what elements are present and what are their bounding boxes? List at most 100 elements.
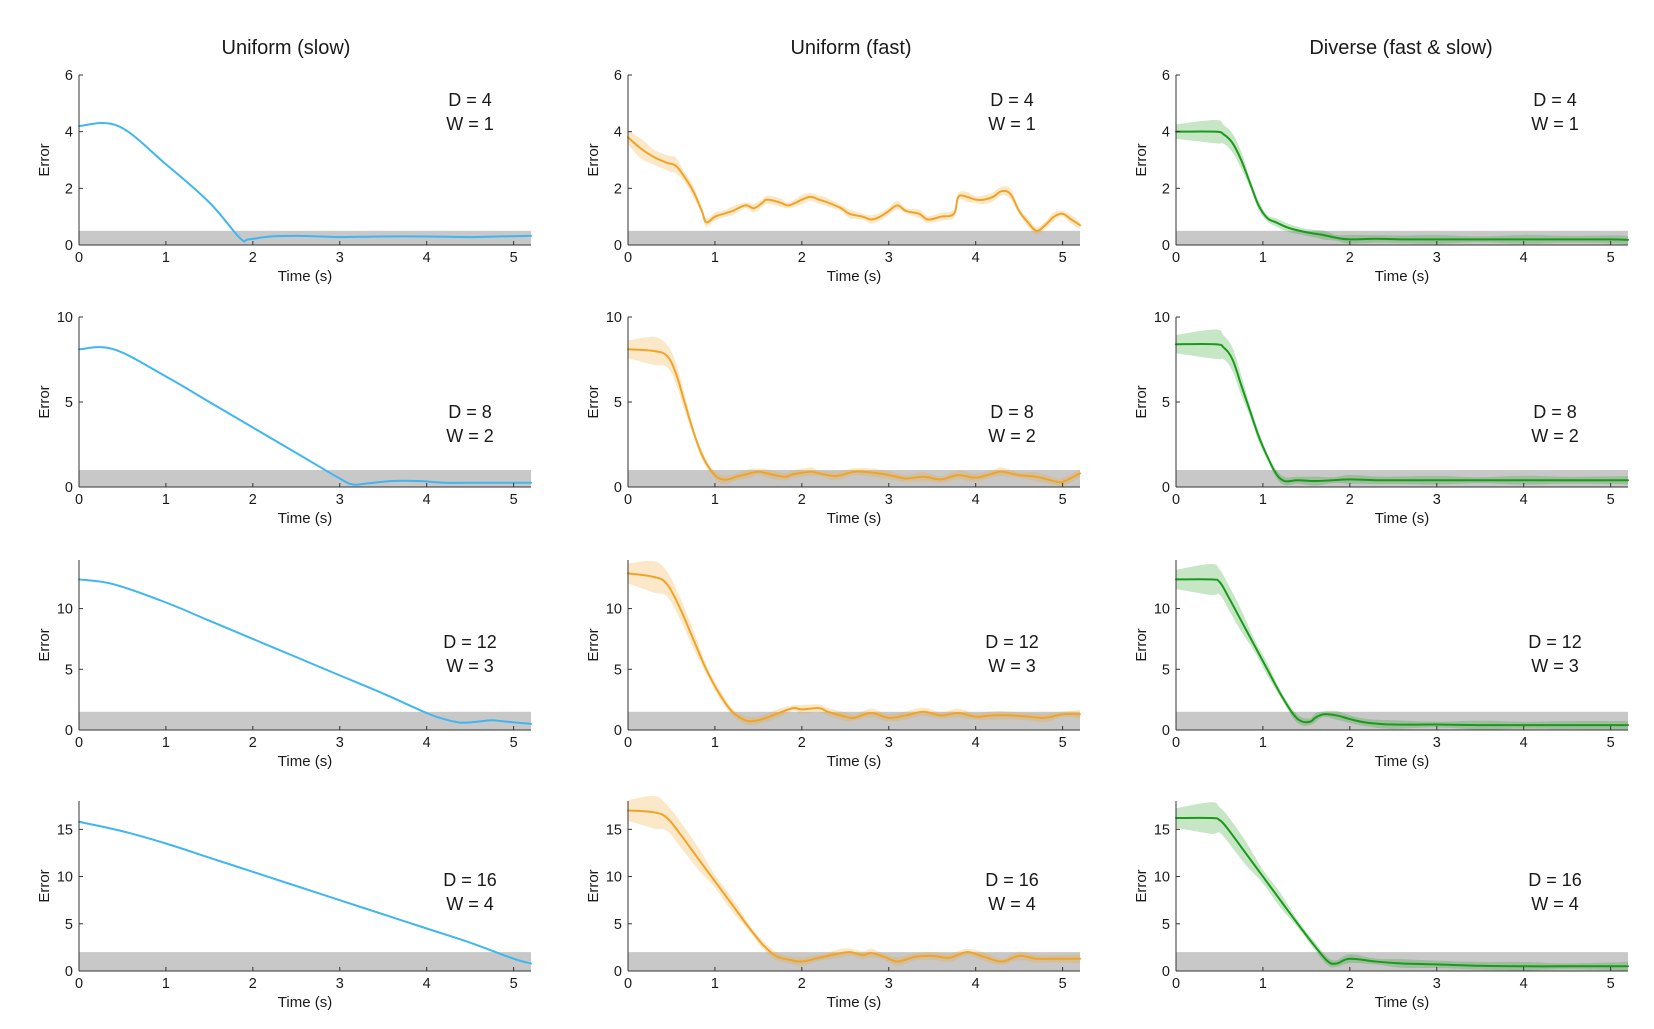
x-axis-label: Time (s) [1375, 510, 1429, 527]
x-tick-label: 3 [1433, 492, 1441, 508]
y-tick-label: 5 [614, 917, 622, 933]
x-tick-label: 2 [1346, 735, 1354, 751]
x-tick-label: 5 [1607, 250, 1615, 266]
x-axis-label: Time (s) [827, 753, 881, 770]
annotation-w: W = 1 [446, 114, 494, 134]
annotation-d: D = 4 [990, 90, 1034, 110]
y-tick-label: 0 [614, 723, 622, 739]
y-axis-label: Error [585, 143, 602, 176]
annotation-d: D = 8 [1533, 402, 1577, 422]
annotation-w: W = 2 [446, 426, 494, 446]
series-ci-band-0 [628, 130, 1080, 235]
y-tick-label: 10 [606, 602, 622, 618]
x-tick-label: 5 [1059, 492, 1067, 508]
panel-r3c1: 0 1 2 3 4 5 0 5 10 Time (s) Error D = 12 W = 3 [36, 560, 532, 770]
annotation-w: W = 3 [988, 656, 1036, 676]
x-axis-label: Time (s) [278, 268, 332, 285]
y-axis-label: Error [1133, 628, 1150, 661]
target-band [79, 470, 531, 487]
annotation-w: W = 3 [446, 656, 494, 676]
annotation-w: W = 4 [988, 894, 1036, 914]
annotation-w: W = 1 [1531, 114, 1579, 134]
x-tick-label: 5 [1059, 976, 1067, 992]
y-tick-label: 10 [57, 870, 73, 886]
x-tick-label: 2 [249, 976, 257, 992]
x-tick-label: 3 [1433, 735, 1441, 751]
x-axis-label: Time (s) [278, 510, 332, 527]
x-tick-label: 1 [162, 976, 170, 992]
y-tick-label: 10 [57, 602, 73, 618]
series-line-0 [78, 346, 532, 486]
x-axis-label: Time (s) [827, 994, 881, 1011]
y-tick-label: 15 [1154, 822, 1170, 838]
y-tick-label: 5 [65, 917, 73, 933]
panel-r2c3: 0 1 2 3 4 5 0 5 10 Time (s) Error D = 8 W = 2 [1133, 310, 1629, 527]
x-tick-label: 2 [249, 492, 257, 508]
x-tick-label: 4 [1520, 250, 1528, 266]
y-tick-label: 5 [65, 662, 73, 678]
x-tick-label: 2 [1346, 492, 1354, 508]
y-tick-label: 0 [1162, 238, 1170, 254]
series-ci-band-0 [1176, 120, 1628, 245]
y-tick-label: 10 [57, 310, 73, 326]
x-axis-label: Time (s) [278, 753, 332, 770]
series-line-0 [78, 578, 532, 725]
series-line-0 [627, 572, 1081, 723]
x-tick-label: 3 [885, 735, 893, 751]
y-tick-label: 0 [1162, 964, 1170, 980]
y-axis-label: Error [585, 628, 602, 661]
x-tick-label: 1 [162, 250, 170, 266]
series-line-0 [1175, 342, 1629, 483]
y-tick-label: 2 [614, 181, 622, 197]
x-tick-label: 0 [75, 250, 83, 266]
y-tick-label: 5 [1162, 917, 1170, 933]
y-tick-label: 0 [65, 238, 73, 254]
target-band [1176, 470, 1628, 487]
x-tick-label: 2 [249, 735, 257, 751]
target-band [628, 230, 1080, 245]
series-line-0 [1175, 578, 1629, 727]
y-tick-label: 4 [1162, 125, 1170, 141]
y-tick-label: 0 [614, 964, 622, 980]
target-band [628, 952, 1080, 971]
column-title-diverse: Diverse (fast & slow) [1309, 37, 1492, 59]
y-tick-label: 2 [1162, 181, 1170, 197]
y-axis-label: Error [36, 869, 53, 902]
x-tick-label: 5 [510, 250, 518, 266]
x-tick-label: 0 [1172, 735, 1180, 751]
x-tick-label: 2 [798, 735, 806, 751]
y-tick-label: 0 [1162, 723, 1170, 739]
x-tick-label: 3 [336, 976, 344, 992]
target-band [1176, 230, 1628, 245]
x-tick-label: 3 [336, 250, 344, 266]
y-tick-label: 10 [1154, 602, 1170, 618]
x-tick-label: 5 [510, 492, 518, 508]
y-axis-label: Error [1133, 143, 1150, 176]
x-tick-label: 1 [162, 492, 170, 508]
x-axis-label: Time (s) [278, 994, 332, 1011]
y-axis-label: Error [585, 385, 602, 418]
y-tick-label: 5 [614, 662, 622, 678]
annotation-d: D = 8 [448, 402, 492, 422]
annotation-d: D = 16 [1528, 870, 1582, 890]
x-tick-label: 3 [885, 976, 893, 992]
y-tick-label: 0 [65, 964, 73, 980]
y-tick-label: 4 [65, 125, 73, 141]
series-ci-band-0 [628, 795, 1080, 967]
x-tick-label: 0 [624, 735, 632, 751]
series-line-0 [78, 820, 532, 965]
target-band [628, 711, 1080, 730]
panel-r3c2: 0 1 2 3 4 5 0 5 10 Time (s) Error D = 12 W = 3 [585, 560, 1081, 770]
x-tick-label: 2 [1346, 250, 1354, 266]
y-tick-label: 0 [1162, 480, 1170, 496]
x-tick-label: 1 [711, 250, 719, 266]
y-tick-label: 0 [614, 480, 622, 496]
annotation-w: W = 4 [446, 894, 494, 914]
x-axis-label: Time (s) [1375, 994, 1429, 1011]
x-tick-label: 4 [1520, 492, 1528, 508]
x-tick-label: 2 [1346, 976, 1354, 992]
x-tick-label: 4 [972, 492, 980, 508]
panel-r3c3: 0 1 2 3 4 5 0 5 10 Time (s) Error D = 12 W = 3 [1133, 560, 1629, 770]
annotation-w: W = 2 [1531, 426, 1579, 446]
x-tick-label: 3 [1433, 976, 1441, 992]
